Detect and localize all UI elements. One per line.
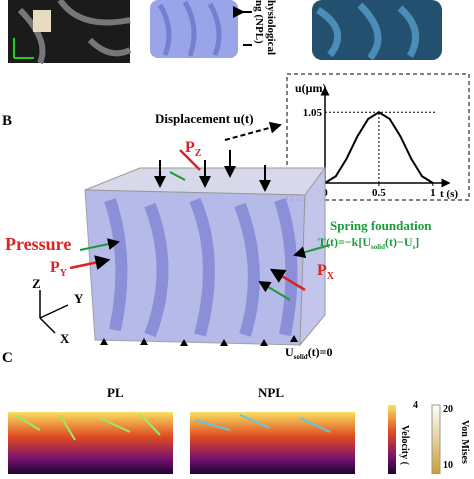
axis-y: Y: [74, 291, 84, 306]
panel-title: NPL: [258, 385, 284, 400]
caption: hysiologicalng (NPL): [253, 0, 277, 55]
eq-part: (t)−U: [385, 235, 413, 249]
caption-line: hysiological: [265, 0, 277, 55]
panel-label: B: [2, 113, 12, 129]
supports: [100, 335, 298, 346]
boundary-label: Usolid(t)=0: [285, 345, 333, 361]
axis-triad: [39, 290, 69, 334]
colorbar-label: Velocity (: [399, 425, 410, 466]
spring-arrow: [79, 238, 120, 251]
eq-part: (t)=0: [308, 345, 333, 359]
panel-label: C: [2, 350, 13, 366]
spring-arrow: [258, 280, 291, 301]
curve: [324, 111, 434, 184]
symbol: P: [317, 262, 327, 279]
symbol: P: [185, 139, 195, 156]
pz-label: PZ: [185, 139, 202, 159]
velocity-colorbar: [388, 405, 396, 474]
streamlines: [194, 414, 331, 433]
bone-texture: [17, 0, 132, 65]
px-label: PX: [317, 262, 335, 282]
eq-part: T(t)=−k[U: [318, 235, 371, 249]
px-arrow: [269, 268, 306, 292]
axis-z: Z: [32, 276, 41, 291]
shear-arrow: [169, 171, 186, 181]
colorbar-tick: 20: [443, 404, 453, 415]
y-axis-label: u(μm): [295, 81, 326, 95]
subscript: Y: [60, 268, 68, 279]
subscript: Z: [195, 148, 202, 159]
symbol: P: [50, 259, 60, 276]
panel-title: PL: [107, 385, 124, 400]
axis-x: X: [60, 331, 70, 346]
axes-icon: [13, 38, 34, 59]
eq-sub: s: [413, 243, 416, 251]
x-axis-label: t (s): [440, 188, 458, 200]
inset-chart: u(μm)t (s)00.511.05: [295, 81, 458, 200]
mesh-texture: [316, 2, 420, 61]
spring-arrow: [293, 244, 331, 259]
pl-result-image: [8, 412, 173, 474]
colorbar-tick: 10: [443, 460, 453, 471]
stress-colorbar: [431, 404, 441, 475]
colorbar-tick: 4: [413, 400, 418, 411]
subscript: X: [327, 271, 335, 282]
force-arrows: [154, 150, 271, 192]
spring-label: Spring foundation: [330, 218, 432, 233]
x-tick-label: 1: [430, 187, 436, 199]
colorbar-label: Von Mises: [459, 420, 470, 464]
pz-arrow: [179, 149, 201, 171]
x-tick-label: 0.5: [372, 187, 386, 199]
caption-line: ng (NPL): [253, 0, 265, 44]
npl-result-image: [190, 412, 355, 474]
inset-frame: [286, 73, 470, 201]
streamlines: [14, 413, 161, 441]
roi-box: [33, 10, 51, 32]
cube-side: [299, 166, 326, 347]
py-label: PY: [50, 259, 68, 279]
spring-equation: T(t)=−k[Usolid(t)−Us]: [318, 235, 419, 251]
pressure-label: Pressure: [5, 234, 71, 254]
py-arrow: [69, 255, 111, 270]
displacement-label: Displacement u(t): [155, 111, 254, 126]
eq-sub: solid: [294, 353, 308, 361]
dashed-arrow: [224, 121, 282, 141]
npl-texture: [157, 0, 222, 57]
trabecular-structure: [104, 197, 298, 338]
arrows: [243, 12, 252, 46]
eq-sub: solid: [371, 243, 385, 251]
y-tick-label: 1.05: [303, 107, 323, 119]
eq-part: ]: [415, 235, 419, 249]
eq-part: U: [285, 345, 294, 359]
